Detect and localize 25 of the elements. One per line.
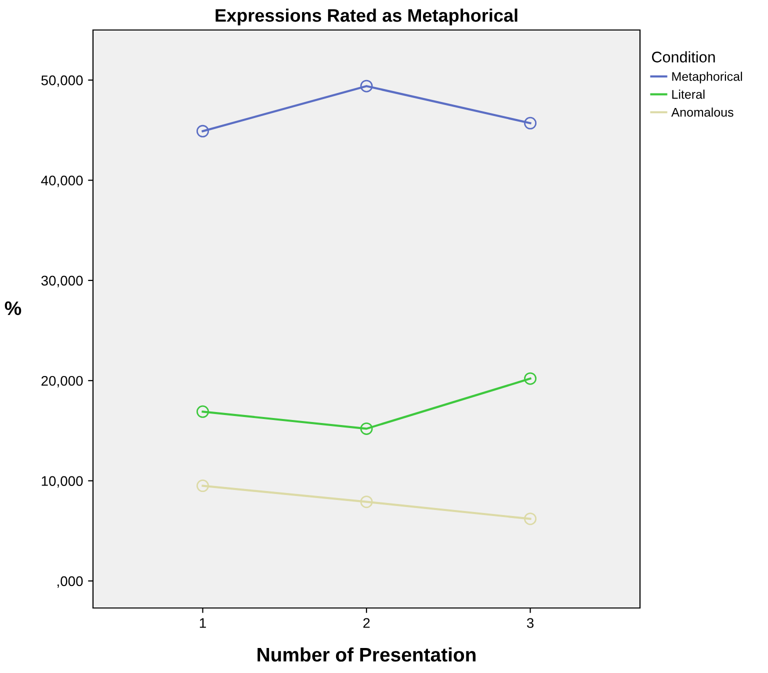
- point: [196, 124, 209, 138]
- legend-label: Literal: [672, 90, 704, 99]
- x-tick-label: 3: [526, 618, 534, 628]
- point: [196, 480, 209, 492]
- legend-title: Condition: [652, 51, 715, 62]
- y-tick-label: 20,000: [42, 376, 83, 388]
- x-tick-label: 1: [200, 618, 206, 628]
- point: [196, 405, 209, 418]
- legend-label: Metaphorical: [672, 72, 742, 84]
- point: [524, 116, 537, 130]
- point: [360, 422, 373, 435]
- y-tick-label: 30,000: [41, 276, 83, 288]
- y-tick-label: 10,000: [42, 476, 83, 488]
- y-tick-label: 40,000: [41, 176, 83, 188]
- point: [360, 80, 373, 92]
- y-axis-title: %: [4, 301, 22, 316]
- y-tick-label: 50,000: [41, 75, 83, 87]
- point: [360, 496, 373, 508]
- legend-label: Anomalous: [671, 108, 734, 117]
- x-tick-label: 2: [363, 618, 370, 628]
- point: [524, 512, 537, 526]
- chart-title: Expressions Rated as Metaphorical: [216, 8, 518, 26]
- x-axis-title: Number of Presentation: [258, 647, 476, 662]
- y-tick-label: ,000: [57, 576, 83, 588]
- point: [524, 372, 537, 385]
